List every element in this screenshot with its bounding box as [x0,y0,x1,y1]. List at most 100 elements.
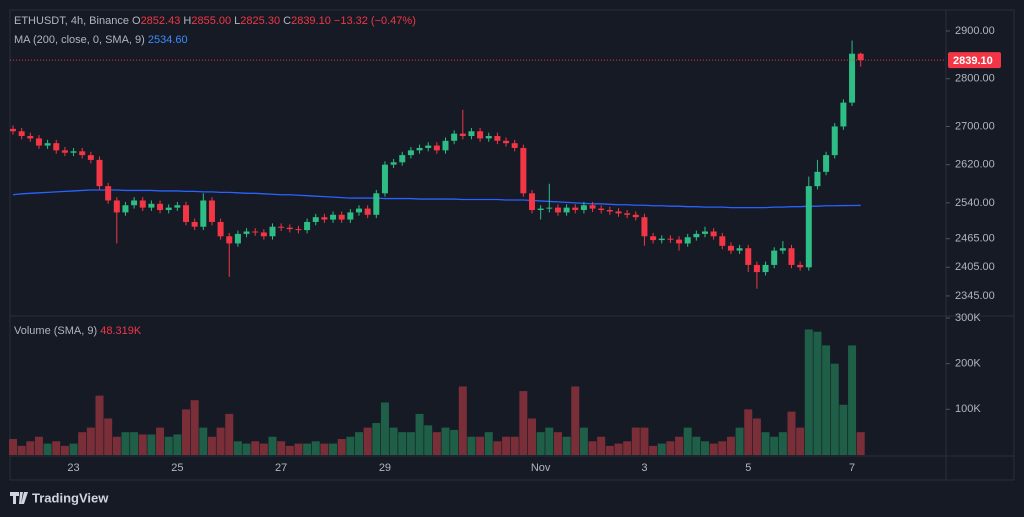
symbol-legend: ETHUSDT, 4h, Binance O2852.43 H2855.00 L… [14,15,416,27]
candle-body [330,214,337,220]
volume-bar [718,441,727,455]
candle-body [762,264,769,273]
x-tick-label: 7 [849,462,855,474]
ohlc: O2852.43 H2855.00 L2825.30 C2839.10 [132,15,334,27]
volume-bar [121,432,130,455]
ma-label: MA (200, close, 0, SMA, 9) [14,34,145,46]
candle-body [122,205,129,213]
candle-body [779,248,786,251]
ma-legend: MA (200, close, 0, SMA, 9) 2534.60 [14,34,188,46]
volume-bar [597,436,606,455]
candle-body [79,151,86,156]
volume-bar [398,432,407,455]
y-tick-label: 2700.00 [955,120,995,132]
candle-body [511,143,518,148]
candle-body [615,211,622,214]
volume-label: Volume (SMA, 9) [14,325,98,337]
candle-body [165,207,172,211]
volume-value: 48.319K [100,325,142,337]
candle-body [529,193,535,211]
candle-body [641,217,648,237]
candle-body [356,208,362,213]
candle-body [148,203,155,208]
candle-body [849,53,856,103]
volume-bar [182,409,190,455]
volume-bar [579,427,588,455]
candle-body [546,207,553,209]
volume-bar [553,432,562,455]
candle-body [598,208,605,211]
candle-body [606,210,613,212]
volume-bar [571,386,580,455]
volume-bar [631,427,640,455]
volume-bar [130,432,139,455]
volume-bar [458,386,467,455]
volume-bar [259,443,268,455]
volume-bar [787,411,796,455]
volume-bar [78,432,87,455]
volume-bar [190,400,199,455]
volume-bar [761,432,770,455]
candle-body [338,214,345,220]
volume-bar [372,423,381,455]
candle-body [61,150,68,153]
candle-body [252,231,259,233]
volume-bar [424,425,433,455]
ohlc-value: 2852.43 [140,15,181,27]
volume-bar [207,436,216,455]
y-tick-label: 200K [955,358,981,370]
volume-bar [69,443,78,455]
candle-body [131,200,138,206]
volume-bar [9,439,17,455]
volume-bar [770,436,779,455]
volume-bar [640,427,649,455]
volume-bar [735,427,744,455]
volume-bar [813,331,822,455]
candle-body [537,208,544,211]
volume-bar [406,432,415,455]
candle-body [295,229,302,231]
x-tick-label: 23 [67,462,79,474]
volume-bar [355,432,363,455]
volume-legend: Volume (SMA, 9) 48.319K [14,325,141,337]
ohlc-value: 2839.10 [291,15,331,27]
volume-bar [744,409,753,455]
volume-bar [683,427,692,455]
y-tick-label: 2405.00 [955,261,995,273]
candle-body [304,221,311,231]
volume-bar [294,443,303,455]
volume-bar [363,427,372,455]
volume-bar [493,441,502,455]
volume-bar [839,404,848,455]
volume-bar [796,427,805,455]
volume-bar [666,441,675,455]
ohlc-key: H [183,15,192,27]
candle-body [191,221,198,227]
candle-body [407,150,414,156]
candle-body [373,193,380,215]
volume-bar [476,436,485,455]
candle-body [416,147,423,151]
candle-body [321,217,328,220]
candle-body [183,205,189,222]
volume-bar [519,391,528,455]
candle-body [658,238,665,241]
candle-body [399,155,406,163]
x-tick-label: 27 [275,462,287,474]
candle-body [468,131,475,137]
volume-bar [536,432,545,455]
candle-body [823,155,830,172]
volume-bar [216,427,225,455]
candle-body [27,136,34,139]
y-tick-label: 2800.00 [955,73,995,85]
volume-bar [830,363,839,455]
symbol: ETHUSDT, 4h, Binance [14,15,129,27]
volume-bar [701,441,709,455]
ma-line [12,189,861,209]
change: −13.32 (−0.47%) [333,15,416,27]
volume-bar [320,443,329,455]
candle-body [96,159,103,187]
volume-bar [285,445,294,455]
volume-bar [502,436,511,455]
